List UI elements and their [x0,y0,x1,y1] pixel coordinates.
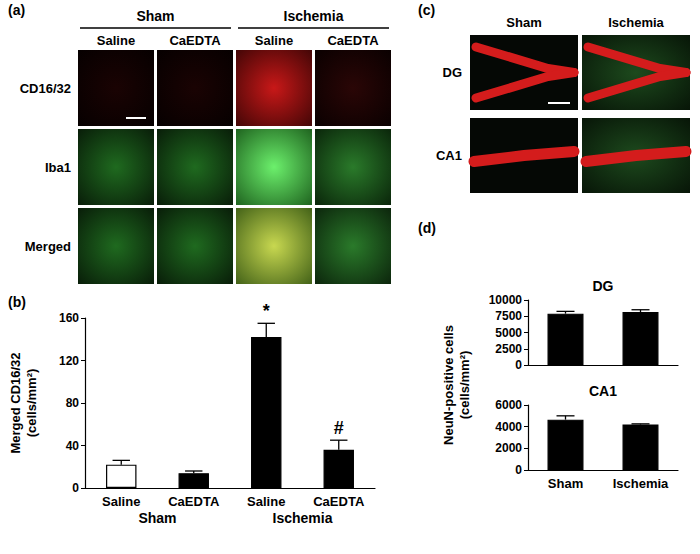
svg-text:Merged CD16/32: Merged CD16/32 [8,352,23,453]
svg-text:Merged: Merged [25,239,71,254]
svg-text:Sham: Sham [138,510,176,526]
svg-text:CaEDTA: CaEDTA [327,33,379,48]
svg-text:4000: 4000 [495,420,522,434]
svg-text:10000: 10000 [489,293,523,307]
svg-text:7500: 7500 [495,309,522,323]
svg-text:160: 160 [59,311,79,325]
svg-text:40: 40 [66,439,80,453]
svg-text:DG: DG [593,278,614,294]
svg-text:Ischemia: Ischemia [613,476,669,491]
svg-text:0: 0 [515,463,522,477]
svg-text:5000: 5000 [495,326,522,340]
svg-text:0: 0 [72,481,79,495]
svg-text:(a): (a) [8,2,25,18]
svg-text:2000: 2000 [495,441,522,455]
svg-text:Sham: Sham [506,15,541,30]
svg-text:Saline: Saline [97,33,135,48]
svg-text:DG: DG [443,65,463,80]
svg-text:Iba1: Iba1 [45,160,71,175]
svg-text:80: 80 [66,396,80,410]
svg-text:Saline: Saline [247,494,285,509]
svg-text:Sham: Sham [136,8,174,24]
svg-text:CaEDTA: CaEDTA [168,494,220,509]
svg-text:CA1: CA1 [436,148,462,163]
svg-text:*: * [263,301,270,321]
svg-text:(cells/mm²): (cells/mm²) [24,369,39,438]
svg-text:Ischemia: Ischemia [273,510,333,526]
svg-text:(d): (d) [418,220,436,236]
svg-text:CaEDTA: CaEDTA [313,494,365,509]
svg-text:(cells/mm²): (cells/mm²) [457,351,472,420]
svg-text:Sham: Sham [548,476,583,491]
svg-text:0: 0 [515,358,522,372]
svg-text:CA1: CA1 [589,383,617,399]
svg-text:120: 120 [59,354,79,368]
svg-text:Ischemia: Ischemia [284,8,344,24]
svg-text:6000: 6000 [495,398,522,412]
svg-text:#: # [334,418,344,438]
svg-text:NeuN-positive cells: NeuN-positive cells [441,325,456,445]
svg-text:Saline: Saline [102,494,140,509]
svg-text:Saline: Saline [255,33,293,48]
svg-text:CaEDTA: CaEDTA [169,33,221,48]
svg-text:CD16/32: CD16/32 [20,81,71,96]
svg-text:(b): (b) [8,294,26,310]
svg-text:Ischemia: Ischemia [608,15,664,30]
svg-text:2500: 2500 [495,342,522,356]
svg-text:(c): (c) [418,2,435,18]
